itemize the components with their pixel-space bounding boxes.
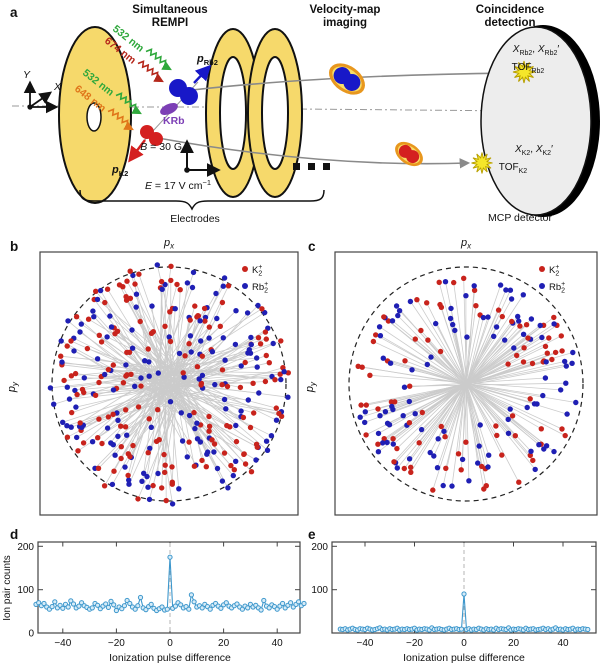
krb-molecule: [160, 102, 178, 116]
k2-hit-starburst-icon: [471, 152, 493, 174]
panel-e-label: e: [308, 527, 316, 542]
panel-b-legend: K2+ Rb2+: [242, 264, 268, 295]
axis-x-label: X: [53, 81, 62, 93]
panel-d-xtick-labels: −40 −20 0 20 40: [54, 638, 283, 649]
panel-a-schematic: a Simultaneous REMPI Velocity-map imagin…: [10, 4, 600, 225]
legend-rb2-dot-icon: [539, 283, 545, 289]
header-rempi-line2: REMPI: [152, 17, 188, 29]
panel-e-line-chart: e 100 200 −40 −20 0 20 40 Ionization pul…: [308, 527, 597, 664]
panel-d-x-axis-title: Ionization pulse difference: [109, 652, 231, 664]
panel-b-py-axis-label: py: [6, 381, 20, 393]
electrodes-label: Electrodes: [170, 213, 220, 225]
electrodes-brace: [79, 189, 325, 211]
svg-text:−40: −40: [357, 638, 374, 649]
panel-b-label: b: [10, 239, 18, 254]
krb-label: KRb: [163, 115, 185, 127]
rb2-ion-dumbbell: [169, 79, 198, 105]
ellipsis-squares-icon: [293, 163, 330, 170]
panel-d-ytick-labels: 0 100 200: [17, 542, 34, 640]
panel-d-data-series: [33, 554, 307, 614]
legend-k2-dot-icon: [539, 266, 545, 272]
k2-flying-dumbbell: [395, 141, 423, 167]
legend-k2-dot-icon: [242, 266, 248, 272]
rb2-tof-label: TOFRb2: [512, 62, 545, 75]
legend-rb2-label: Rb2+: [549, 281, 565, 295]
e-field-label: E = 17 V cm−1: [145, 178, 211, 192]
panel-c-legend: K2+ Rb2+: [539, 264, 565, 295]
mcp-detector: [480, 25, 600, 217]
k2-detector-coords-label: XK2, XK2′: [514, 144, 553, 157]
svg-text:20: 20: [508, 638, 520, 649]
k2-ion-dumbbell: [140, 125, 163, 146]
field-arrows-icon: [180, 139, 221, 177]
svg-text:0: 0: [28, 629, 34, 640]
p-k2-label: pK2: [111, 164, 128, 178]
panel-c-pairs-layer: [355, 275, 579, 493]
svg-text:−20: −20: [108, 638, 125, 649]
legend-k2-label: K2+: [252, 264, 262, 278]
k2-tof-label: TOFK2: [499, 162, 527, 175]
svg-text:20: 20: [218, 638, 230, 649]
panel-c-px-axis-label: px: [460, 237, 472, 251]
panel-b-pairs-layer: [47, 262, 291, 507]
header-coincidence-line2: detection: [484, 17, 535, 29]
svg-text:40: 40: [272, 638, 284, 649]
p-rb2-label: pRb2: [196, 53, 218, 67]
panel-c-label: c: [308, 239, 316, 254]
p-k2-arrow: [128, 139, 146, 163]
header-vmi-line1: Velocity-map: [310, 4, 381, 16]
legend-rb2-label: Rb2+: [252, 281, 268, 295]
svg-text:200: 200: [17, 542, 34, 553]
header-rempi-line1: Simultaneous: [132, 4, 207, 16]
panel-b-px-axis-label: px: [163, 237, 175, 251]
svg-text:200: 200: [311, 542, 328, 553]
svg-text:0: 0: [167, 638, 173, 649]
panel-e-xtick-labels: −40 −20 0 20 40: [357, 638, 569, 649]
panel-e-ytick-labels: 100 200: [311, 542, 328, 596]
mcp-detector-label: MCP detector: [488, 212, 553, 224]
panel-d-plot-frame: [37, 541, 301, 634]
panel-d-line-chart: d Ion pair counts 0 100 200 −40 −20 0 20…: [2, 527, 307, 664]
svg-text:100: 100: [17, 585, 34, 596]
b-field-label: B = 30 G: [140, 141, 182, 153]
legend-rb2-dot-icon: [242, 283, 248, 289]
panel-c-plot-frame: [334, 251, 598, 516]
legend-k2-label: K2+: [549, 264, 559, 278]
panel-b-scatter: b px py K2+ Rb2+: [6, 237, 299, 516]
p-rb2-arrow: [193, 64, 212, 84]
panel-a-label: a: [10, 5, 18, 20]
coordinate-axes-icon: [23, 80, 59, 114]
panel-c-scatter: c px py K2+ Rb2+: [304, 237, 598, 516]
rb2-detector-coords-label: XRb2, XRb2′: [512, 44, 560, 57]
panel-e-x-axis-title: Ionization pulse difference: [403, 652, 525, 664]
panel-d-label: d: [10, 527, 18, 542]
axis-y-label: Y: [23, 69, 31, 81]
panel-b-plot-frame: [39, 251, 299, 516]
svg-text:40: 40: [557, 638, 569, 649]
ring-electrode-2: [247, 28, 303, 198]
svg-text:−40: −40: [54, 638, 71, 649]
svg-text:0: 0: [461, 638, 467, 649]
panel-c-momentum-circle: [348, 266, 584, 502]
rb2-hit-starburst-icon: [512, 60, 536, 84]
k2-trajectory: [157, 137, 471, 169]
header-vmi-line2: imaging: [323, 17, 367, 29]
svg-text:100: 100: [311, 585, 328, 596]
rb2-flying-dumbbell: [328, 63, 366, 95]
panel-c-py-axis-label: py: [304, 381, 318, 393]
panel-e-data-series: [337, 591, 591, 633]
svg-text:−20: −20: [406, 638, 423, 649]
repeller-electrode: [58, 26, 132, 204]
header-coincidence-line1: Coincidence: [476, 4, 544, 16]
panel-d-y-axis-title: Ion pair counts: [2, 555, 13, 621]
